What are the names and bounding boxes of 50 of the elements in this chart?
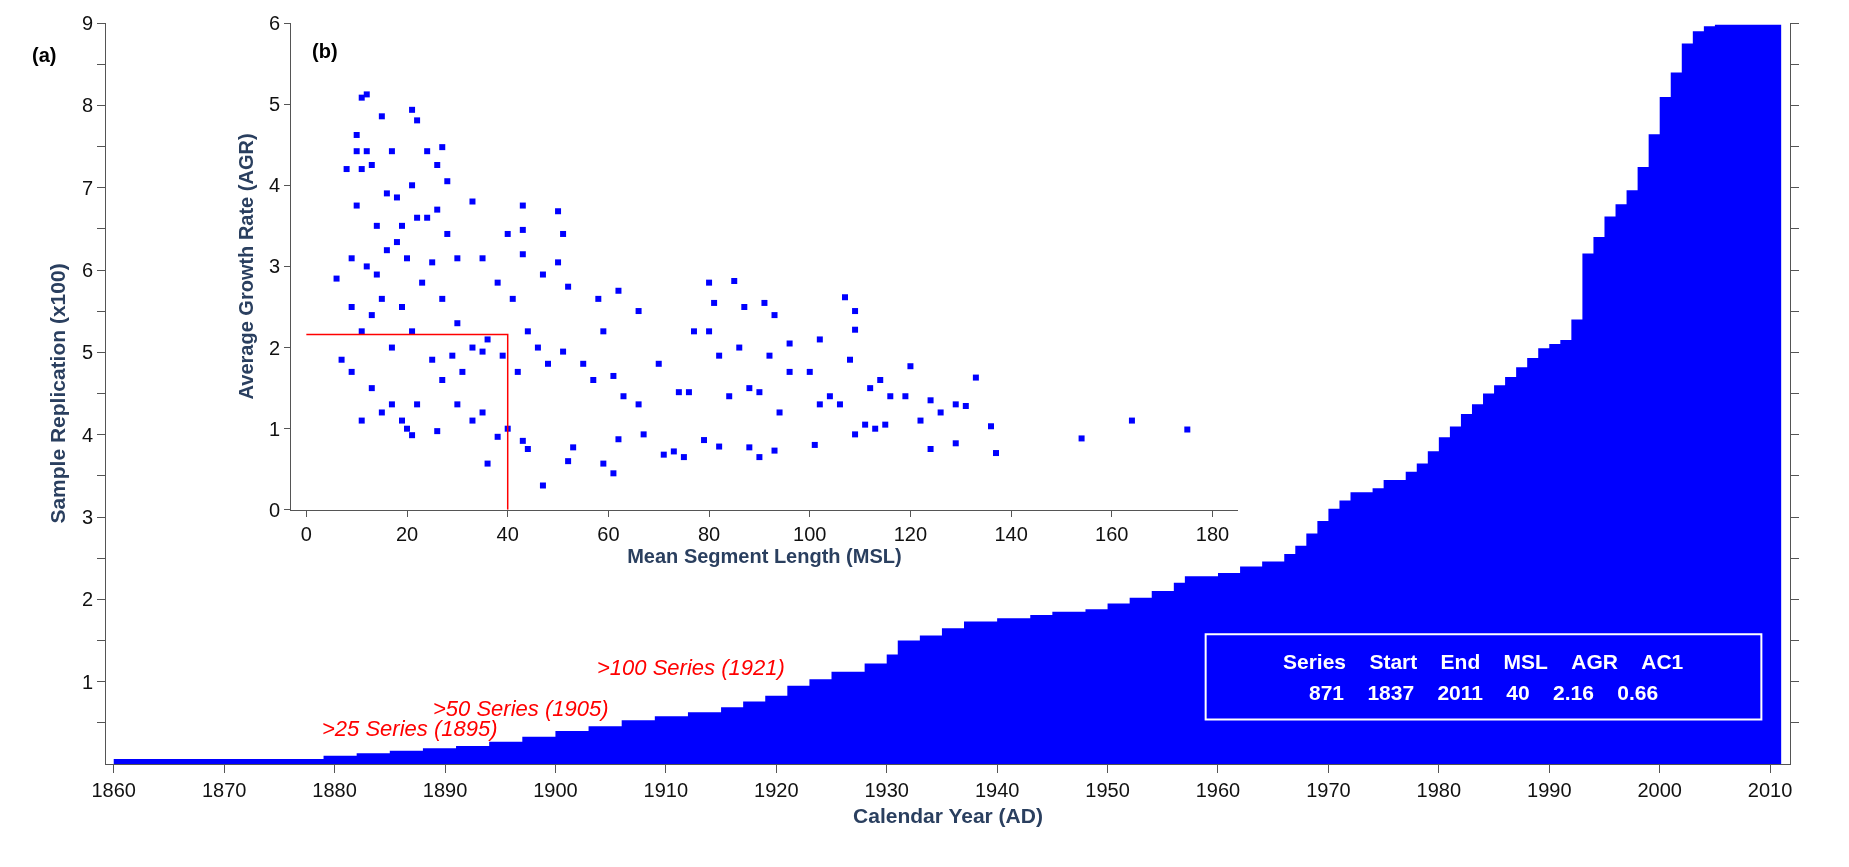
y-tick-label: 4 [269,174,281,197]
x-tick-label: 80 [697,522,721,545]
x-tick-label: 1870 [201,779,247,801]
x-tick-label: 140 [994,522,1028,545]
x-tick-label: 2000 [1637,779,1682,801]
text: (b) [312,40,338,62]
y-tick-label: 6 [269,12,281,34]
x-tick-label: 1900 [533,779,578,801]
y-axis-title: Average Growth Rate (AGR) [234,133,257,400]
x-tick-label: 1990 [1527,779,1572,801]
x-tick-label: 180 [1195,522,1230,545]
y-tick-label: 5 [81,341,93,364]
y-tick-label: 6 [81,259,93,281]
x-tick-label: 60 [597,522,620,545]
x-tick-label: 100 [793,522,827,545]
y-tick-label: 7 [81,176,93,199]
x-tick-label: 1880 [312,779,357,801]
y-tick-label: 2 [81,588,93,611]
x-tick-label: 1910 [643,779,689,801]
y-tick-label: 9 [81,12,93,34]
x-axis-title: Mean Segment Length (MSL) [627,544,902,567]
y-tick-label: 0 [269,498,281,521]
x-tick-label: 1930 [864,779,909,801]
x-tick-label: 1890 [422,779,468,801]
x-tick-label: 0 [300,522,312,545]
x-tick-label: 120 [893,522,928,545]
x-tick-label: 2010 [1747,779,1793,801]
y-tick-label: 8 [81,94,93,117]
x-tick-label: 1940 [974,779,1020,801]
x-tick-label: 1970 [1306,779,1351,801]
x-axis-title: Calendar Year (AD) [853,804,1043,828]
y-tick-label: 5 [269,93,281,116]
text: (a) [32,44,57,66]
y-axis-title: Sample Replication (x100) [46,263,70,524]
annotation: >100 Series (1921) [597,655,785,680]
annotation: Series Start End MSL AGR AC1 871 1837 2011 40 2.16 0.66 [1283,650,1684,704]
x-tick-label: 40 [496,522,519,545]
x-tick-label: 1980 [1416,779,1462,801]
y-tick-label: 4 [81,423,93,446]
y-tick-label: 3 [269,255,281,278]
y-tick-label: 1 [269,417,281,440]
x-tick-label: 1950 [1085,779,1130,801]
y-tick-label: 1 [81,670,93,693]
y-tick-label: 2 [269,336,281,359]
x-tick-label: 160 [1095,522,1129,545]
x-tick-label: 1860 [91,779,136,801]
y-tick-label: 3 [81,506,93,528]
x-tick-label: 1920 [754,779,799,801]
x-tick-label: 1960 [1195,779,1241,801]
x-tick-label: 20 [395,522,419,545]
